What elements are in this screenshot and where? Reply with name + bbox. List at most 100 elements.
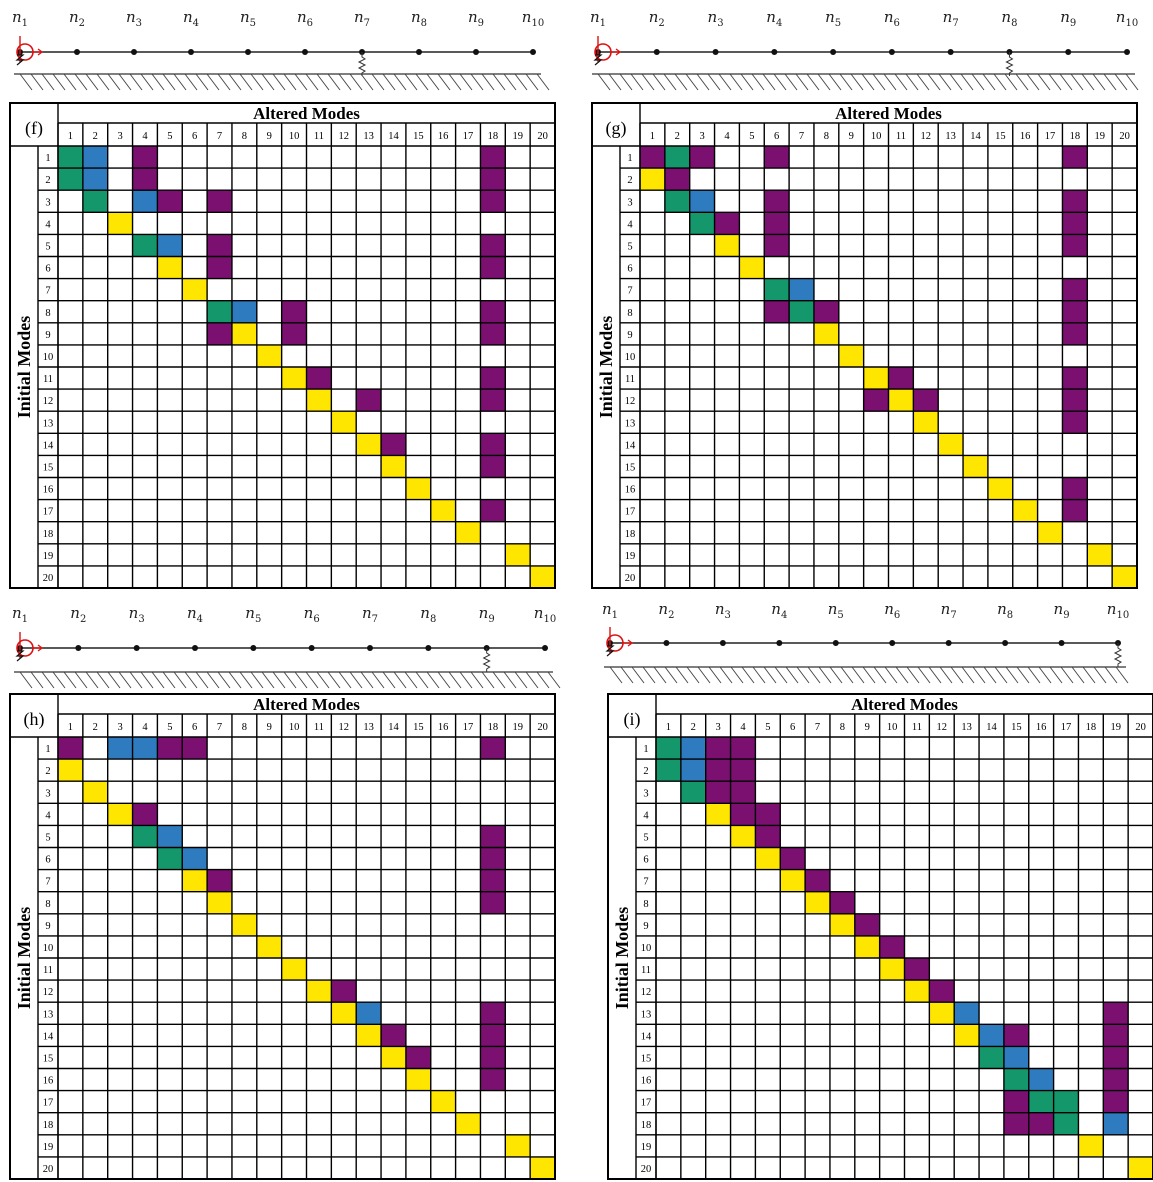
column-number: 8 [824, 131, 829, 142]
node-label-subscript: 9 [478, 18, 484, 29]
column-number: 20 [1135, 722, 1146, 733]
ground-hatch [514, 671, 528, 689]
node-label-subscript: 2 [79, 18, 85, 29]
ground-hatch [993, 73, 1007, 91]
ground-hatch [52, 73, 66, 91]
node-label-subscript: 9 [1063, 610, 1069, 621]
cell-purple [1028, 1112, 1054, 1135]
panel-label: (g) [606, 118, 627, 139]
ground-hatch [481, 73, 495, 91]
row-number: 9 [627, 330, 632, 341]
cell-purple [480, 389, 506, 412]
cell-purple [1062, 234, 1088, 257]
cell-purple [480, 168, 506, 191]
column-number: 2 [93, 722, 98, 733]
ground-hatch [250, 671, 264, 689]
cell-green [1053, 1090, 1079, 1113]
node-label-subscript: 4 [776, 18, 782, 29]
cell-yellow [739, 256, 765, 279]
row-number: 6 [627, 264, 632, 275]
cell-blue [82, 168, 108, 191]
ground-hatch [129, 73, 143, 91]
cell-purple [764, 212, 790, 235]
row-number: 8 [45, 899, 50, 910]
row-number: 18 [43, 1120, 54, 1131]
cell-yellow [82, 781, 108, 804]
row-number: 5 [627, 241, 632, 252]
clamp-arrow-icon [622, 639, 634, 647]
cell-yellow [987, 477, 1013, 500]
column-number: 18 [488, 722, 499, 733]
cell-purple [1003, 1024, 1029, 1047]
row-number: 5 [45, 241, 50, 252]
ground-hatch [609, 666, 623, 684]
correlation-matrix: 1 2 3 4 5 6 7 8 9 10 11 12 13 14 15 16 17 18 19 20123456789… [607, 693, 1153, 1180]
cell-yellow [904, 980, 930, 1003]
panel-label: (f) [25, 118, 43, 139]
cell-purple [1062, 300, 1088, 323]
node-label-subscript: 3 [138, 614, 144, 625]
ground-hatch [1103, 73, 1117, 91]
column-number: 1 [68, 131, 73, 142]
cell-purple [1062, 322, 1088, 345]
column-number: 13 [363, 722, 374, 733]
ground-hatch [437, 73, 451, 91]
column-number: 1 [68, 722, 73, 733]
column-number: 6 [192, 722, 197, 733]
row-number: 20 [43, 573, 54, 584]
cell-yellow [530, 1156, 555, 1179]
row-number: 6 [45, 264, 50, 275]
column-number: 15 [1011, 722, 1022, 733]
ground-hatch [652, 73, 666, 91]
ground-hatch [426, 73, 440, 91]
column-number: 12 [937, 722, 948, 733]
row-number: 15 [641, 1053, 652, 1064]
cell-purple [764, 300, 790, 323]
node-label: n7 [362, 604, 378, 625]
beam-node [771, 49, 778, 55]
column-title: Altered Modes [835, 104, 942, 123]
ground-hatch [228, 671, 242, 689]
cell-purple [480, 256, 506, 279]
node-label-subscript: 10 [1116, 610, 1129, 621]
cell-green [764, 278, 790, 301]
ground-hatch [448, 671, 462, 689]
ground-hatch [393, 73, 407, 91]
cell-purple [705, 759, 731, 782]
row-number: 14 [641, 1031, 652, 1042]
column-number: 4 [142, 722, 148, 733]
ground-hatch [807, 666, 821, 684]
cell-yellow [1112, 565, 1137, 588]
cell-green [1028, 1090, 1054, 1113]
ground-hatch [982, 73, 996, 91]
ground-hatch [426, 671, 440, 689]
ground-hatch [327, 671, 341, 689]
ground-hatch [1093, 666, 1107, 684]
row-number: 4 [643, 810, 649, 821]
column-title: Altered Modes [253, 104, 360, 123]
ground-hatch [1038, 666, 1052, 684]
ground-hatch [382, 73, 396, 91]
row-number: 4 [627, 219, 633, 230]
ground-hatch [741, 666, 755, 684]
cell-blue [680, 759, 706, 782]
ground-hatch [195, 671, 209, 689]
column-number: 19 [1094, 131, 1105, 142]
column-number: 15 [413, 131, 424, 142]
ground-hatch [927, 73, 941, 91]
ground-hatch [663, 73, 677, 91]
cell-yellow [780, 869, 806, 892]
column-number: 18 [1070, 131, 1081, 142]
row-number: 13 [43, 418, 54, 429]
row-number: 5 [45, 832, 50, 843]
row-number: 16 [625, 485, 636, 496]
matrix-cells [58, 737, 555, 1179]
ground-hatch [415, 73, 429, 91]
cell-purple [480, 869, 506, 892]
cell-green [664, 190, 690, 213]
row-number: 8 [627, 308, 632, 319]
node-label-subscript: 4 [197, 614, 203, 625]
row-number: 11 [43, 965, 53, 976]
ground-hatch [762, 73, 776, 91]
ground-hatch [861, 73, 875, 91]
